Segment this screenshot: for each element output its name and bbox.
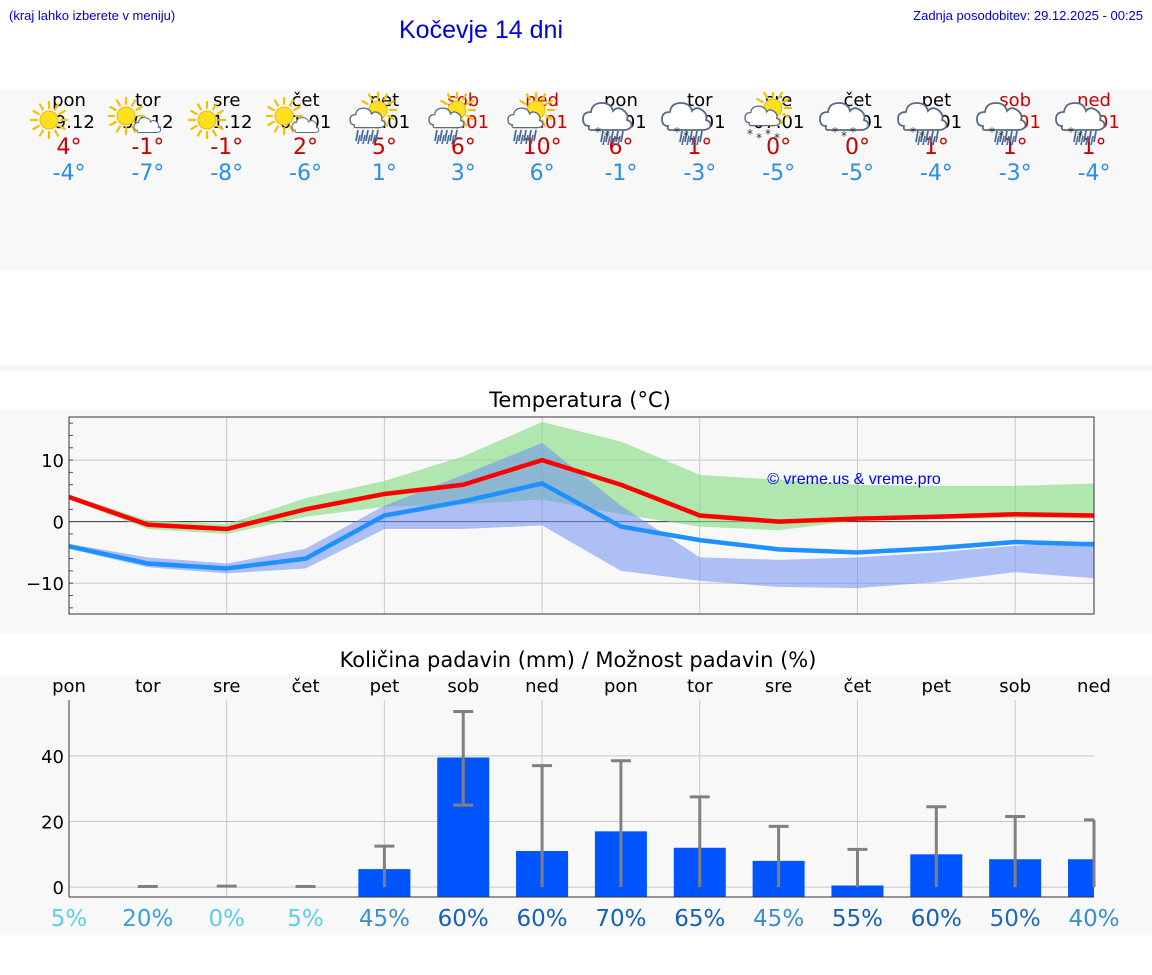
y-tick-label: 0 <box>53 513 64 534</box>
watermark: © vreme.us & vreme.pro <box>767 471 941 488</box>
precipitation-bar <box>1068 859 1094 897</box>
precipitation-probability: 50% <box>990 906 1041 932</box>
x-category-label: pet <box>922 676 952 697</box>
precipitation-probability: 45% <box>753 906 804 932</box>
y-tick-label: 20 <box>41 812 64 833</box>
precipitation-probability: 40% <box>1068 906 1119 932</box>
precipitation-probability: 5% <box>51 906 88 932</box>
y-tick-label: 0 <box>53 878 64 899</box>
precipitation-probability: 55% <box>832 906 883 932</box>
precipitation-probability: 60% <box>517 906 568 932</box>
precipitation-probability: 65% <box>674 906 725 932</box>
y-tick-label: −10 <box>26 574 64 595</box>
x-category-label: ned <box>1077 676 1111 697</box>
x-category-label: čet <box>292 676 320 697</box>
x-category-label: sre <box>213 676 240 697</box>
precipitation-probability: 20% <box>122 906 173 932</box>
precipitation-probability: 60% <box>438 906 489 932</box>
precipitation-probability: 0% <box>208 906 245 932</box>
y-tick-label: 40 <box>41 747 64 768</box>
precipitation-probability: 60% <box>911 906 962 932</box>
x-category-label: pet <box>370 676 400 697</box>
precipitation-probability: 45% <box>359 906 410 932</box>
charts-canvas: 10 0 −10 © vreme.us & vreme.pro 0 20 40 pon tor s… <box>0 0 1152 975</box>
x-category-label: čet <box>843 676 871 697</box>
x-category-label: sob <box>999 676 1031 697</box>
y-tick-label: 10 <box>41 451 64 472</box>
x-category-label: tor <box>135 676 161 697</box>
precipitation-probability: 70% <box>595 906 646 932</box>
x-category-label: tor <box>687 676 713 697</box>
x-category-label: pon <box>52 676 86 697</box>
x-category-label: sob <box>447 676 479 697</box>
precipitation-probability: 5% <box>287 906 324 932</box>
x-category-label: ned <box>525 676 559 697</box>
x-category-label: sre <box>765 676 792 697</box>
x-category-label: pon <box>604 676 638 697</box>
precipitation-bar <box>831 886 883 897</box>
